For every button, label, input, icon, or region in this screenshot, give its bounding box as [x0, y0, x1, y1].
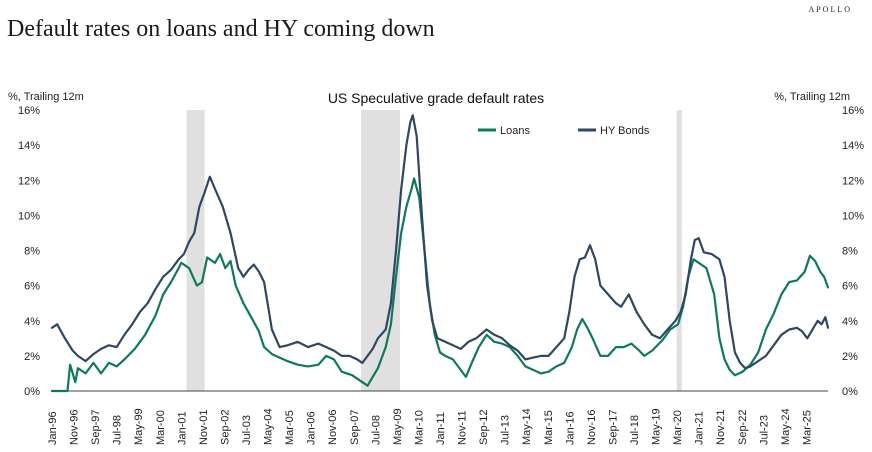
x-tick-label-19: Nov-11: [457, 410, 469, 445]
x-tick-label-23: Mar-15: [543, 410, 555, 445]
recession-bands: [186, 110, 682, 391]
series-line-loans: [50, 177, 830, 393]
x-tick-label-6: Jan-01: [176, 411, 188, 445]
y-axis-label-left: %, Trailing 12m: [8, 91, 84, 103]
y-tick-right-4: 8%: [842, 246, 858, 258]
x-tick-label-25: Nov-16: [586, 410, 598, 445]
series-lines: [50, 114, 830, 393]
recession-band-0: [186, 110, 205, 391]
x-tick-label-31: Nov-21: [715, 410, 727, 445]
x-tick-label-21: Jul-13: [500, 415, 512, 445]
x-tick-label-10: May-04: [263, 408, 275, 445]
x-tick-label-33: Jul-23: [758, 415, 770, 445]
y-tick-right-8: 16%: [842, 105, 864, 117]
x-tick-label-1: Nov-96: [69, 410, 81, 445]
x-tick-label-13: Nov-06: [327, 410, 339, 445]
x-tick-label-28: May-19: [651, 408, 663, 445]
y-axis-label-right: %, Trailing 12m: [774, 91, 850, 103]
chart-title: US Speculative grade default rates: [328, 90, 544, 106]
x-tick-label-16: May-09: [392, 408, 404, 445]
y-tick-right-0: 0%: [842, 386, 858, 398]
series-line-hy-bonds: [50, 114, 830, 370]
x-tick-label-14: Sep-07: [349, 410, 361, 445]
x-tick-label-35: Mar-25: [801, 410, 813, 445]
legend-label-0: Loans: [500, 125, 530, 137]
y-tick-left-7: 14%: [18, 140, 40, 152]
x-tick-label-4: May-99: [133, 408, 145, 445]
x-tick-label-9: Jul-03: [241, 415, 253, 445]
y-tick-left-6: 12%: [18, 175, 40, 187]
x-tick-label-12: Jan-06: [306, 411, 318, 445]
x-tick-label-11: Mar-05: [284, 410, 296, 445]
y-tick-left-0: 0%: [24, 386, 40, 398]
page-title: Default rates on loans and HY coming dow…: [7, 16, 435, 42]
x-tick-label-27: Jul-18: [629, 415, 641, 445]
x-tick-label-8: Sep-02: [219, 410, 231, 445]
x-tick-label-22: May-14: [521, 408, 533, 445]
x-tick-label-20: Sep-12: [478, 410, 490, 445]
y-tick-right-6: 12%: [842, 175, 864, 187]
y-tick-left-1: 2%: [24, 351, 40, 363]
y-tick-left-4: 8%: [24, 246, 40, 258]
brand-logo: APOLLO: [808, 5, 852, 14]
x-tick-label-7: Nov-01: [198, 410, 210, 445]
y-tick-right-2: 4%: [842, 316, 858, 328]
y-tick-right-1: 2%: [842, 351, 858, 363]
x-tick-label-29: Mar-20: [672, 410, 684, 445]
y-tick-right-7: 14%: [842, 140, 864, 152]
x-tick-label-34: May-24: [780, 408, 792, 445]
x-tick-label-32: Sep-22: [737, 410, 749, 445]
x-tick-label-5: Mar-00: [155, 410, 167, 445]
y-tick-right-5: 10%: [842, 210, 864, 222]
x-tick-label-30: Jan-21: [694, 411, 706, 445]
x-tick-label-3: Jul-98: [112, 415, 124, 445]
x-tick-label-24: Jan-16: [564, 411, 576, 445]
x-tick-label-0: Jan-96: [47, 411, 59, 445]
x-tick-label-18: Jan-11: [435, 412, 447, 445]
recession-band-2: [676, 110, 682, 391]
chart-labels: 0% 0% 2% 2% 4% 4% 6% 6% 8% 8% 10% 10% 12% 12% 14% 14% 16…: [8, 90, 864, 445]
x-tick-label-26: Sep-17: [607, 410, 619, 445]
recession-band-1: [361, 110, 400, 391]
x-tick-label-15: Jul-08: [370, 415, 382, 445]
y-tick-right-3: 6%: [842, 281, 858, 293]
legend-label-1: HY Bonds: [600, 125, 650, 137]
x-tick-label-17: Mar-10: [413, 410, 425, 445]
x-tick-label-2: Sep-97: [90, 410, 102, 445]
y-tick-left-5: 10%: [18, 210, 40, 222]
y-tick-left-2: 4%: [24, 316, 40, 328]
y-tick-left-3: 6%: [24, 281, 40, 293]
y-tick-left-8: 16%: [18, 105, 40, 117]
